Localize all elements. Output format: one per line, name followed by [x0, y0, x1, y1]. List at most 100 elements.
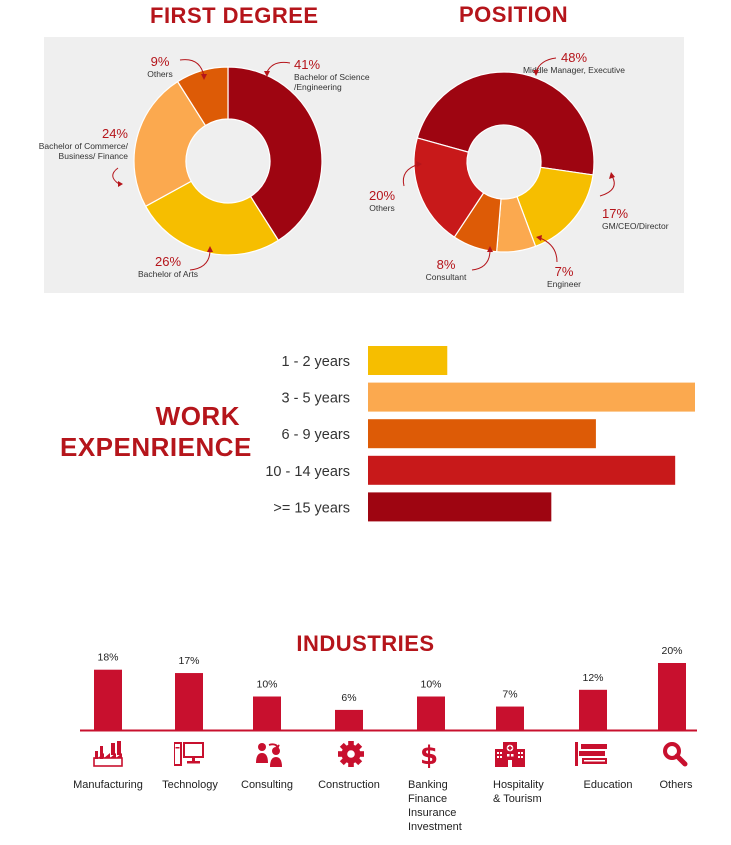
magnifier-icon: [663, 742, 688, 767]
industry-bar: [175, 673, 203, 730]
industry-bar: [658, 663, 686, 730]
industry-value-label: 6%: [341, 692, 356, 704]
industry-category-label: Finance: [408, 793, 447, 805]
work-experience-title-line-2: EXPENRIENCE: [60, 432, 252, 462]
industry-bar: [496, 706, 524, 730]
donut-slice: [416, 71, 595, 176]
donut-slice: [176, 66, 229, 127]
industry-category-label: Hospitality: [493, 779, 544, 791]
callout-arrowhead: [536, 235, 542, 241]
slice-percent: 20%: [369, 188, 395, 203]
hotel-icon: [495, 742, 525, 767]
callout-arrowhead: [264, 71, 270, 77]
callout-arrow: [112, 167, 120, 185]
work-experience-bar: [368, 419, 596, 449]
work-experience-title: WORK EXPENRIENCE: [60, 401, 251, 463]
industry-value-label: 10%: [256, 679, 277, 691]
slice-label: Consultant: [426, 272, 467, 282]
callout-arrow: [402, 163, 420, 187]
callout-arrow: [599, 175, 615, 197]
callout-arrow: [189, 249, 211, 271]
slice-percent: 24%: [102, 126, 128, 141]
slice-percent: 8%: [437, 257, 456, 272]
donut-slice: [144, 180, 280, 256]
industry-category-label: Investment: [408, 821, 462, 833]
first-degree-donut-chart: 41%Bachelor of Science/Engineering26%Bac…: [39, 54, 370, 279]
industry-category-label: Education: [584, 779, 633, 791]
industries-title: INDUSTRIES: [296, 631, 435, 656]
slice-label: Bachelor of Science: [294, 72, 370, 82]
industry-value-label: 20%: [661, 645, 682, 657]
callout-arrowhead: [609, 172, 615, 179]
industry-category-label: Others: [659, 779, 693, 791]
industry-category-label: & Tourism: [493, 793, 542, 805]
industry-category-label: Construction: [318, 779, 380, 791]
position-title: POSITION: [459, 2, 569, 27]
industry-value-label: 7%: [502, 689, 517, 701]
callout-arrowhead: [207, 246, 213, 252]
industry-value-label: 17%: [178, 655, 199, 667]
industry-bar: [417, 696, 445, 730]
computer-icon: [174, 742, 204, 766]
industry-bar: [335, 709, 363, 730]
callout-arrowhead: [416, 161, 422, 167]
work-experience-category-label: 6 - 9 years: [282, 427, 351, 443]
callout-arrowhead: [533, 70, 539, 76]
donut-slice: [133, 80, 207, 208]
slice-label: Business/ Finance: [59, 151, 129, 161]
callout-arrowhead: [487, 246, 493, 252]
slice-percent: 17%: [602, 206, 628, 221]
industry-category-label: Insurance: [408, 807, 456, 819]
work-experience-category-label: 3 - 5 years: [282, 391, 351, 407]
work-experience-bar: [368, 492, 552, 522]
books-icon: [575, 742, 607, 766]
position-donut-chart: 48%Middle Manager, Executive 17%GM/CEO/Di…: [369, 50, 669, 289]
svg-text:$: $: [420, 741, 438, 768]
callout-arrow: [539, 237, 558, 263]
callout-arrow: [471, 249, 491, 271]
slice-label: Bachelor of Arts: [138, 269, 198, 279]
industry-value-label: 10%: [420, 679, 441, 691]
donut-slice: [516, 166, 594, 248]
handshake-icon: [256, 743, 282, 767]
industry-category-label: Technology: [162, 779, 218, 791]
work-experience-category-label: 1 - 2 years: [282, 354, 351, 370]
gear-icon: [338, 741, 364, 767]
callout-arrowhead: [118, 181, 123, 187]
work-experience-bar: [368, 346, 448, 375]
work-experience-category-label: >= 15 years: [273, 500, 350, 516]
slice-percent: 48%: [561, 50, 587, 65]
industry-bar: [579, 689, 607, 730]
donut-slice: [413, 137, 485, 238]
work-experience-bar: [368, 382, 695, 412]
slice-label: Bachelor of Commerce/: [39, 141, 129, 151]
industry-value-label: 18%: [97, 652, 118, 664]
factory-icon: [93, 741, 123, 767]
slice-label: Others: [369, 203, 395, 213]
dollar-icon: $: [420, 741, 438, 768]
slice-percent: 7%: [555, 264, 574, 279]
work-experience-title-line-1: WORK: [155, 401, 240, 431]
industry-category-label: Manufacturing: [73, 779, 143, 791]
callout-arrow: [266, 61, 291, 73]
callout-arrowhead: [201, 74, 207, 80]
industry-value-label: 12%: [582, 672, 603, 684]
slice-label: /Engineering: [294, 82, 342, 92]
slice-percent: 26%: [155, 254, 181, 269]
slice-percent: 41%: [294, 57, 320, 72]
industry-category-label: Consulting: [241, 779, 293, 791]
slice-percent: 9%: [151, 54, 170, 69]
industry-category-label: Banking: [408, 779, 448, 791]
slice-label: Others: [147, 69, 173, 79]
slice-label: Engineer: [547, 279, 581, 289]
slice-label: Middle Manager, Executive: [523, 65, 625, 75]
first-degree-title: FIRST DEGREE: [150, 3, 319, 28]
industry-bar: [94, 669, 122, 730]
work-experience-bar: [368, 455, 676, 485]
callout-arrow: [179, 59, 205, 77]
industry-bar: [253, 696, 281, 730]
work-experience-category-label: 10 - 14 years: [265, 464, 350, 480]
slice-label: GM/CEO/Director: [602, 221, 669, 231]
